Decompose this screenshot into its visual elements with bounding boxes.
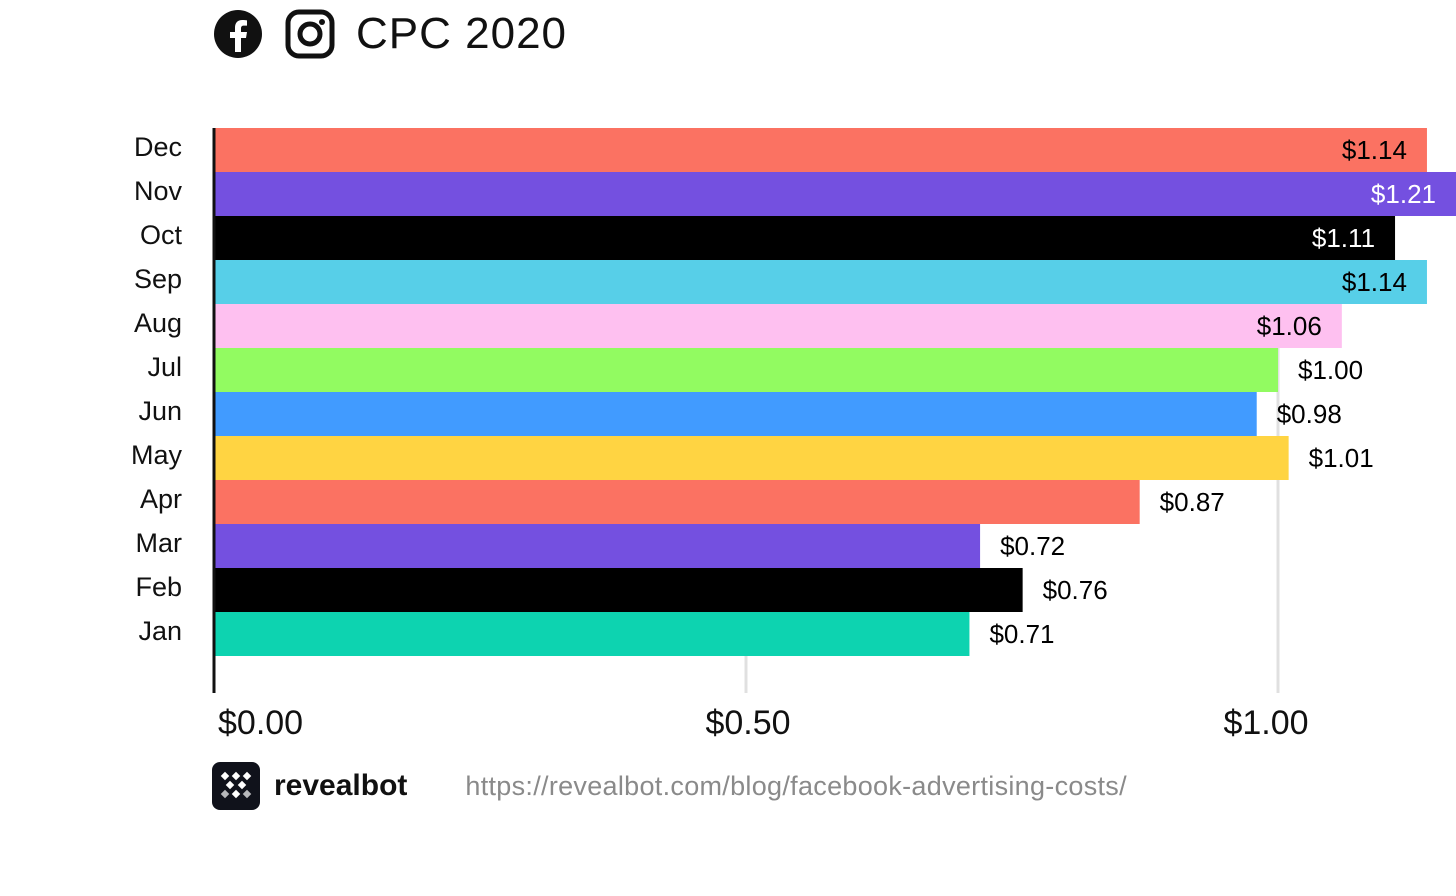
chart-title: CPC 2020 xyxy=(356,9,568,58)
category-labels: Dec Nov Oct Sep Aug Jul Jun May Apr Mar Feb Jan xyxy=(131,132,183,646)
facebook-icon xyxy=(212,8,264,60)
value-labels: $1.14 $1.21 $1.11 $1.14 $1.06 $1.00 $0.98 $1.01… xyxy=(989,135,1436,649)
category-label: Nov xyxy=(134,176,183,206)
category-label: Mar xyxy=(136,528,183,558)
category-label: Feb xyxy=(135,572,182,602)
category-label: Jan xyxy=(138,616,182,646)
x-tick-label: $0.00 xyxy=(218,704,303,742)
category-label: Sep xyxy=(134,264,182,294)
bar xyxy=(214,216,1396,260)
bar xyxy=(214,304,1342,348)
bar xyxy=(214,128,1427,172)
bar xyxy=(214,172,1456,216)
bar xyxy=(214,480,1140,524)
value-label: $1.14 xyxy=(1342,267,1407,297)
category-label: May xyxy=(131,440,183,470)
bars xyxy=(214,128,1456,656)
value-label: $1.01 xyxy=(1309,443,1374,473)
bar xyxy=(214,524,981,568)
category-label: Apr xyxy=(140,484,182,514)
chart-header: CPC 2020 xyxy=(212,6,567,62)
category-label: Oct xyxy=(140,220,183,250)
value-label: $1.21 xyxy=(1371,179,1436,209)
bar xyxy=(214,436,1289,480)
brand-name: revealbot xyxy=(274,769,408,802)
value-label: $0.72 xyxy=(1000,531,1065,561)
source-url[interactable]: https://revealbot.com/blog/facebook-adve… xyxy=(465,770,1127,801)
category-label: Jun xyxy=(138,396,182,426)
bar xyxy=(214,348,1278,392)
value-label: $1.14 xyxy=(1342,135,1407,165)
value-label: $0.98 xyxy=(1277,399,1342,429)
x-tick-labels: $0.00 $0.50 $1.00 xyxy=(218,704,1309,742)
category-label: Jul xyxy=(147,352,182,382)
bar xyxy=(214,612,970,656)
value-label: $0.71 xyxy=(989,619,1054,649)
value-label: $1.06 xyxy=(1257,311,1322,341)
bar-chart: $1.14 $1.21 $1.11 $1.14 $1.06 $1.00 $0.98 $1.01… xyxy=(131,128,1456,742)
x-tick-label: $1.00 xyxy=(1223,704,1308,742)
bar xyxy=(214,260,1427,304)
value-label: $0.87 xyxy=(1160,487,1225,517)
value-label: $0.76 xyxy=(1043,575,1108,605)
value-label: $1.11 xyxy=(1312,223,1375,253)
bar xyxy=(214,392,1257,436)
revealbot-logo-icon xyxy=(212,762,260,810)
category-label: Aug xyxy=(134,308,182,338)
chart-footer: revealbot https://revealbot.com/blog/fac… xyxy=(212,762,1127,810)
category-label: Dec xyxy=(134,132,182,162)
x-tick-label: $0.50 xyxy=(705,704,790,742)
value-label: $1.00 xyxy=(1298,355,1363,385)
instagram-icon xyxy=(284,8,336,60)
bar xyxy=(214,568,1023,612)
